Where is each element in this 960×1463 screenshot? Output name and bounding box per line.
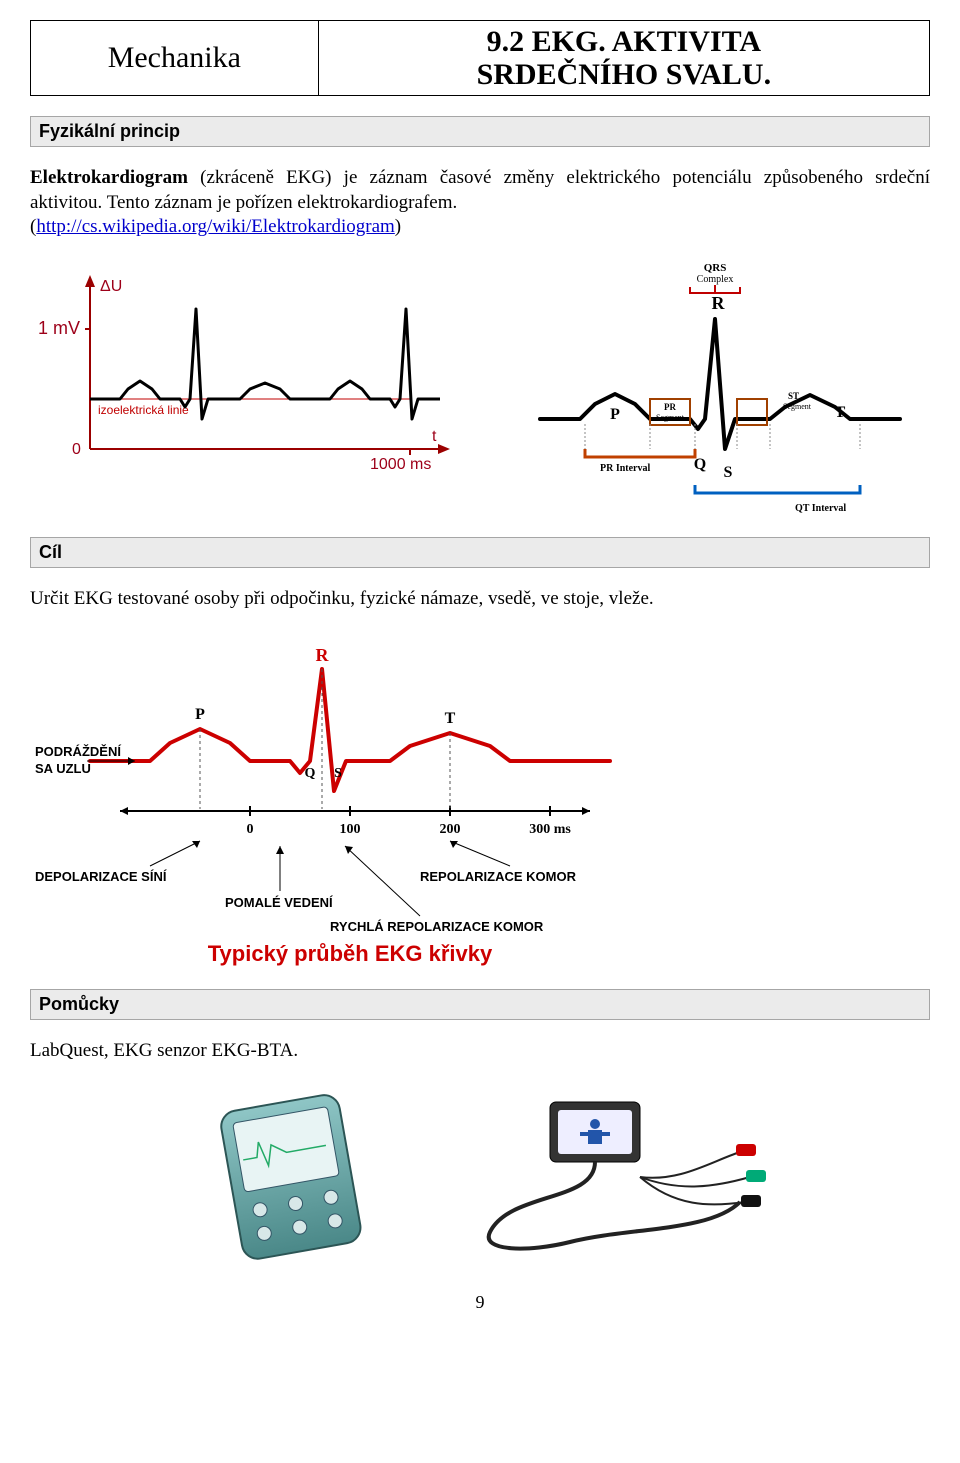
svg-text:1000 ms: 1000 ms (370, 456, 431, 473)
devices-row (30, 1082, 930, 1262)
svg-text:Segment: Segment (656, 413, 685, 422)
header-right-cell: 9.2 EKG. AKTIVITA SRDEČNÍHO SVALU. (318, 21, 929, 96)
svg-text:Q: Q (305, 766, 316, 781)
svg-text:P: P (610, 406, 620, 423)
svg-text:Q: Q (694, 456, 706, 473)
svg-text:izoelektrická linie: izoelektrická linie (98, 403, 189, 417)
ekg-sensor-icon (450, 1082, 770, 1262)
header-right-line1: 9.2 EKG. AKTIVITA (487, 25, 762, 58)
page-number: 9 (30, 1292, 930, 1313)
svg-text:R: R (316, 645, 330, 665)
header-left-text: Mechanika (108, 41, 241, 74)
svg-text:S: S (334, 766, 342, 781)
svg-text:Typický průběh EKG křivky: Typický průběh EKG křivky (208, 941, 493, 966)
section1-paragraph: Elektrokardiogram (zkráceně EKG) je zázn… (30, 166, 930, 240)
svg-text:T: T (835, 404, 846, 421)
section-bar-pomucky: Pomůcky (30, 989, 930, 1020)
svg-text:t: t (432, 428, 437, 445)
svg-text:SA UZLU: SA UZLU (35, 761, 91, 776)
svg-text:T: T (445, 710, 456, 727)
svg-text:PR Interval: PR Interval (600, 463, 650, 474)
header-left-cell: Mechanika (31, 21, 319, 96)
section-bar-fyzikalni: Fyzikální princip (30, 116, 930, 147)
ekg-typical-figure: R P T Q S 0 100 200 300 ms PODRÁŽDĚNÍ SA UZLU DEPOL… (30, 631, 650, 971)
labquest-device-icon (190, 1082, 390, 1262)
svg-text:QT Interval: QT Interval (795, 503, 846, 514)
svg-text:ΔU: ΔU (100, 278, 122, 295)
svg-text:RYCHLÁ REPOLARIZACE KOMOR: RYCHLÁ REPOLARIZACE KOMOR (330, 919, 544, 934)
svg-text:Complex: Complex (697, 274, 734, 285)
svg-text:0: 0 (72, 441, 81, 458)
svg-text:S: S (724, 464, 733, 481)
svg-text:P: P (195, 706, 205, 723)
svg-text:R: R (712, 293, 726, 313)
section3-text: LabQuest, EKG senzor EKG-BTA. (30, 1039, 930, 1064)
svg-text:DEPOLARIZACE SÍNÍ: DEPOLARIZACE SÍNÍ (35, 869, 167, 884)
section2-text: Určit EKG testované osoby při odpočinku,… (30, 587, 930, 612)
ekg-labeled-figure: QRSComplexRPQSTPRSegmentSTSegmentPR Inte… (510, 259, 930, 519)
svg-text:PR: PR (664, 402, 676, 412)
header-table: Mechanika 9.2 EKG. AKTIVITA SRDEČNÍHO SV… (30, 20, 930, 96)
ekg-typical-wrap: R P T Q S 0 100 200 300 ms PODRÁŽDĚNÍ SA UZLU DEPOL… (30, 631, 930, 971)
link-suffix: ) (395, 216, 401, 237)
section2-title: Cíl (39, 542, 62, 562)
wiki-link[interactable]: http://cs.wikipedia.org/wiki/Elektrokard… (36, 216, 394, 237)
section-bar-cil: Cíl (30, 537, 930, 568)
svg-text:QRS: QRS (704, 262, 727, 274)
svg-text:ST: ST (788, 391, 799, 401)
svg-text:0: 0 (247, 822, 254, 837)
svg-text:Segment: Segment (783, 402, 812, 411)
svg-text:200: 200 (440, 822, 461, 837)
section1-title: Fyzikální princip (39, 121, 180, 141)
section1-bold: Elektrokardiogram (30, 167, 188, 188)
svg-text:POMALÉ VEDENÍ: POMALÉ VEDENÍ (225, 895, 333, 910)
svg-text:PODRÁŽDĚNÍ: PODRÁŽDĚNÍ (35, 744, 121, 759)
header-right-line2: SRDEČNÍHO SVALU. (477, 58, 772, 91)
ekg-axes-figure: ΔU 1 mV 0 izoelektrická linie t1000 ms (30, 259, 450, 489)
figure-row-1: ΔU1 mV0izoelektrická liniet1000 ms QRSCo… (30, 259, 930, 519)
svg-text:300 ms: 300 ms (529, 822, 571, 837)
svg-text:1 mV: 1 mV (38, 318, 80, 338)
section3-title: Pomůcky (39, 994, 119, 1014)
svg-text:100: 100 (340, 822, 361, 837)
svg-text:REPOLARIZACE KOMOR: REPOLARIZACE KOMOR (420, 869, 577, 884)
